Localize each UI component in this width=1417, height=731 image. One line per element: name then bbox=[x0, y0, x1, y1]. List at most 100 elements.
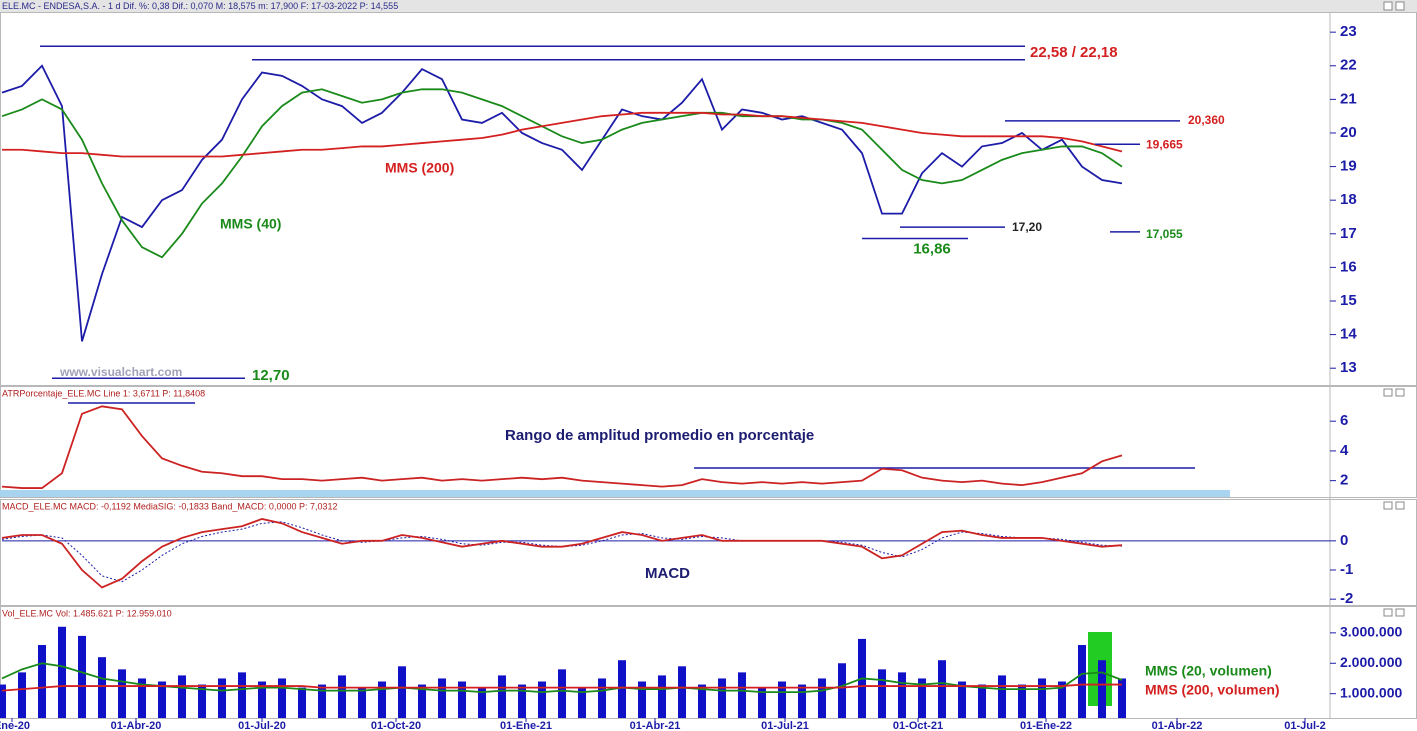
volume-bar bbox=[18, 672, 26, 718]
y-tick-label: 13 bbox=[1340, 359, 1357, 376]
panel-buttons bbox=[1383, 388, 1405, 617]
y-tick-label: 1.000.000 bbox=[1340, 684, 1402, 700]
x-tick-label: 01-Abr-20 bbox=[111, 720, 162, 731]
volume-bar bbox=[978, 684, 986, 718]
volume-bar bbox=[998, 675, 1006, 718]
volume-bar bbox=[578, 687, 586, 718]
volume-bar bbox=[298, 687, 306, 718]
atr-band bbox=[0, 490, 1230, 497]
volume-bar bbox=[958, 681, 966, 718]
series-line bbox=[1, 88, 1123, 259]
volume-bar bbox=[798, 684, 806, 718]
x-tick-label: 01-Jul-21 bbox=[761, 720, 809, 731]
volume-bar bbox=[538, 681, 546, 718]
series-line bbox=[1, 683, 1122, 692]
volume-bar bbox=[658, 675, 666, 718]
volume-bar bbox=[98, 657, 106, 718]
panel-title: Vol_ELE.MC Vol: 1.485.621 P: 12.959.010 bbox=[2, 608, 172, 618]
volume-bar bbox=[38, 645, 46, 718]
volume-bar bbox=[838, 663, 846, 718]
volume-bar bbox=[438, 678, 446, 718]
panel-button[interactable] bbox=[1395, 388, 1405, 397]
panel-button[interactable] bbox=[1383, 501, 1393, 510]
window-button[interactable] bbox=[1383, 1, 1393, 11]
volume-bar bbox=[358, 687, 366, 718]
x-tick-label: 01-Ene-21 bbox=[500, 720, 552, 731]
volume-bar bbox=[278, 678, 286, 718]
x-tick-label: 01-Oct-21 bbox=[893, 720, 943, 731]
series-line bbox=[1, 662, 1123, 694]
volume-bar bbox=[198, 684, 206, 718]
y-tick-label: 0 bbox=[1340, 532, 1348, 549]
volume-bar bbox=[118, 669, 126, 718]
volume-bar bbox=[1118, 678, 1126, 718]
y-tick-label: 23 bbox=[1340, 23, 1357, 40]
volume-bar bbox=[0, 684, 6, 718]
volume-bar bbox=[1018, 684, 1026, 718]
volume-bar bbox=[138, 678, 146, 718]
volume-bar bbox=[898, 672, 906, 718]
y-tick-label: 16 bbox=[1340, 258, 1357, 275]
volume-bar bbox=[598, 678, 606, 718]
volume-bar bbox=[418, 684, 426, 718]
volume-bar bbox=[478, 687, 486, 718]
volume-bar bbox=[218, 678, 226, 718]
x-tick-label: Ene-20 bbox=[0, 720, 30, 731]
panel-button[interactable] bbox=[1395, 608, 1405, 617]
volume-bar bbox=[378, 681, 386, 718]
volume-bar bbox=[918, 678, 926, 718]
panel-subtitle: MACD bbox=[645, 565, 690, 582]
series-label: MMS (40) bbox=[220, 216, 281, 232]
annotation-label: 12,70 bbox=[252, 367, 290, 384]
volume-bar bbox=[318, 684, 326, 718]
watermark: www.visualchart.com bbox=[59, 365, 182, 379]
volume-bar bbox=[738, 672, 746, 718]
volume-bar bbox=[678, 666, 686, 718]
series-line bbox=[1, 405, 1123, 489]
y-tick-label: 3.000.000 bbox=[1340, 624, 1402, 640]
x-tick-label: 01-Oct-20 bbox=[371, 720, 421, 731]
panel-button[interactable] bbox=[1395, 501, 1405, 510]
x-tick-label: 01-Abr-22 bbox=[1152, 720, 1203, 731]
y-tick-label: 22 bbox=[1340, 57, 1357, 74]
y-tick-label: 15 bbox=[1340, 292, 1357, 309]
volume-bar bbox=[178, 675, 186, 718]
volume-bar bbox=[618, 660, 626, 718]
panel-subtitle: Rango de amplitud promedio en porcentaje bbox=[505, 427, 814, 444]
x-tick-label: 01-Abr-21 bbox=[630, 720, 681, 731]
volume-bar bbox=[158, 681, 166, 718]
header-bar bbox=[0, 0, 1417, 12]
annotation-label: 17,055 bbox=[1146, 227, 1183, 241]
volume-bar bbox=[758, 687, 766, 718]
panel-button[interactable] bbox=[1383, 608, 1393, 617]
series-line bbox=[1, 521, 1123, 583]
panel-button[interactable] bbox=[1383, 388, 1393, 397]
volume-bar bbox=[938, 660, 946, 718]
series-label: MMS (20, volumen) bbox=[1145, 663, 1272, 679]
annotation-label: 22,58 / 22,18 bbox=[1030, 44, 1118, 61]
window-button[interactable] bbox=[1395, 1, 1405, 11]
volume-bar bbox=[1098, 660, 1106, 718]
annotation-label: 20,360 bbox=[1188, 113, 1225, 127]
annotation-label: 19,665 bbox=[1146, 137, 1183, 151]
annotation-label: 16,86 bbox=[913, 240, 951, 257]
panel-title: MACD_ELE.MC MACD: -0,1192 MediaSIG: -0,1… bbox=[2, 501, 338, 511]
volume-bar bbox=[58, 626, 66, 718]
x-tick-label: 01-Jul-20 bbox=[238, 720, 286, 731]
y-tick-label: 19 bbox=[1340, 158, 1357, 175]
macd-panel bbox=[0, 499, 1417, 606]
series-label: MMS (200, volumen) bbox=[1145, 682, 1280, 698]
volume-bar bbox=[818, 678, 826, 718]
volume-bar bbox=[1078, 645, 1086, 718]
panel-title: ATRPorcentaje_ELE.MC Line 1: 3,6711 P: 1… bbox=[2, 388, 205, 398]
volume-bar bbox=[398, 666, 406, 718]
series-label: MMS (200) bbox=[385, 160, 454, 176]
header-text: ELE.MC - ENDESA,S.A. - 1 d Dif. %: 0,38 … bbox=[2, 1, 398, 11]
volume-bar bbox=[258, 681, 266, 718]
annotation-label: 17,20 bbox=[1012, 220, 1042, 234]
volume-bar bbox=[78, 635, 86, 718]
series-line bbox=[1, 64, 1123, 342]
volume-bar bbox=[518, 684, 526, 718]
y-tick-label: -1 bbox=[1340, 561, 1353, 578]
